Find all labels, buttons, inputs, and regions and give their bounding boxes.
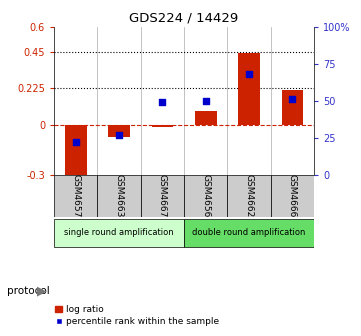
Point bbox=[290, 97, 295, 102]
Point bbox=[116, 132, 122, 137]
Bar bbox=[152, 125, 173, 127]
Text: protocol: protocol bbox=[7, 286, 50, 296]
Text: GSM4657: GSM4657 bbox=[71, 174, 80, 217]
Bar bbox=[282, 90, 303, 125]
Bar bbox=[184, 175, 227, 217]
Bar bbox=[184, 218, 314, 247]
Point bbox=[203, 98, 209, 103]
Bar bbox=[97, 175, 141, 217]
Point bbox=[73, 139, 79, 145]
Point bbox=[160, 99, 165, 105]
Bar bbox=[238, 53, 260, 125]
Text: GSM4666: GSM4666 bbox=[288, 174, 297, 217]
Text: ▶: ▶ bbox=[37, 284, 46, 297]
Bar bbox=[65, 125, 87, 180]
Title: GDS224 / 14429: GDS224 / 14429 bbox=[130, 11, 239, 24]
Bar bbox=[141, 175, 184, 217]
Text: single round amplification: single round amplification bbox=[64, 228, 174, 237]
Bar bbox=[108, 125, 130, 137]
Text: GSM4663: GSM4663 bbox=[115, 174, 123, 217]
Text: GSM4662: GSM4662 bbox=[245, 174, 253, 217]
Text: GSM4667: GSM4667 bbox=[158, 174, 167, 217]
Legend: log ratio, percentile rank within the sample: log ratio, percentile rank within the sa… bbox=[52, 302, 223, 330]
Point bbox=[246, 72, 252, 77]
Text: GSM4656: GSM4656 bbox=[201, 174, 210, 217]
Bar bbox=[271, 175, 314, 217]
Text: double round amplification: double round amplification bbox=[192, 228, 306, 237]
Bar bbox=[195, 111, 217, 125]
Bar bbox=[54, 175, 97, 217]
Bar bbox=[227, 175, 271, 217]
Bar bbox=[54, 218, 184, 247]
